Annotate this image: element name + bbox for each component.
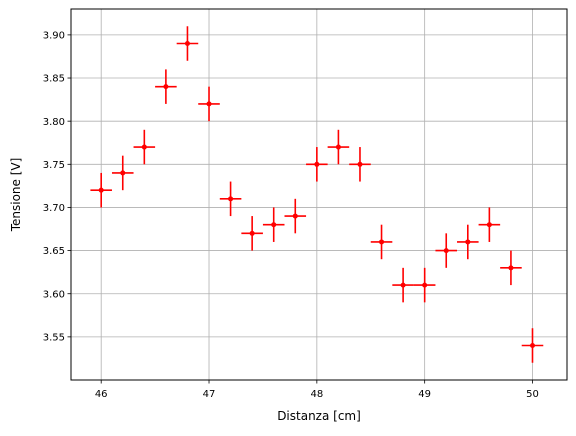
data-point <box>508 265 513 270</box>
data-point <box>142 145 147 150</box>
y-tick-label: 3.70 <box>43 203 65 214</box>
data-point <box>207 101 212 106</box>
y-tick-label: 3.75 <box>43 160 65 171</box>
y-axis-label: Tensione [V] <box>9 158 23 233</box>
data-point <box>250 231 255 236</box>
x-tick-label: 46 <box>95 389 108 400</box>
data-point <box>314 162 319 167</box>
data-point <box>530 343 535 348</box>
data-point <box>271 222 276 227</box>
data-point <box>163 84 168 89</box>
data-point <box>401 283 406 288</box>
data-point <box>228 196 233 201</box>
data-point <box>357 162 362 167</box>
data-point <box>444 248 449 253</box>
data-point <box>293 214 298 219</box>
data-point <box>336 145 341 150</box>
data-point <box>422 283 427 288</box>
x-axis-label: Distanza [cm] <box>277 409 361 423</box>
data-point <box>487 222 492 227</box>
axes-frame <box>71 9 567 380</box>
y-tick-label: 3.55 <box>43 332 65 343</box>
x-tick-label: 48 <box>310 389 323 400</box>
ticks: 46 47 48 49 50 3.55 3.60 3.65 3.70 3.75 3.80 3.85 3.… <box>43 30 539 400</box>
y-tick-label: 3.80 <box>43 117 65 128</box>
data-point <box>99 188 104 193</box>
y-tick-label: 3.85 <box>43 74 65 85</box>
data-point <box>185 41 190 46</box>
data-point <box>120 170 125 175</box>
grid <box>71 9 567 380</box>
y-tick-label: 3.65 <box>43 246 65 257</box>
y-tick-label: 3.60 <box>43 289 65 300</box>
x-tick-label: 50 <box>526 389 539 400</box>
x-tick-label: 49 <box>418 389 431 400</box>
data-point <box>379 239 384 244</box>
data-point <box>465 239 470 244</box>
x-tick-label: 47 <box>203 389 216 400</box>
y-tick-label: 3.90 <box>43 30 65 41</box>
